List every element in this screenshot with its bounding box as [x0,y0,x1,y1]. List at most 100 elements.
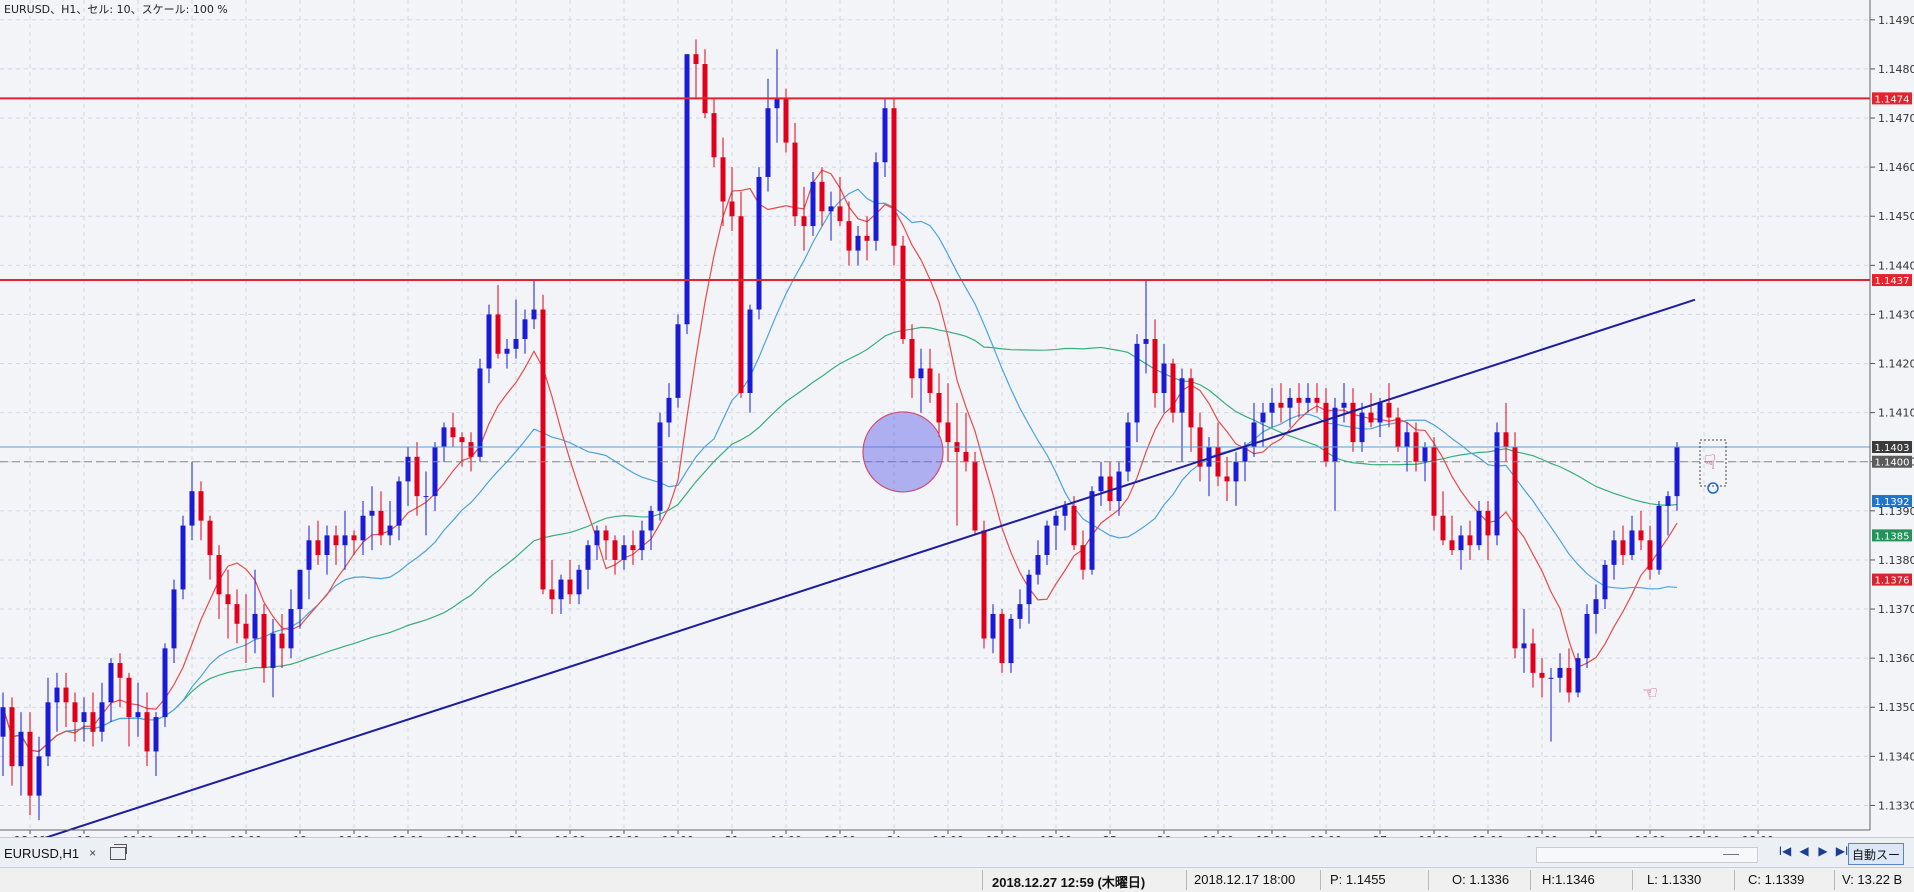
candle-bull [684,54,690,325]
candle-bull [162,648,168,718]
candle-bull [1143,338,1149,344]
candle-bull [135,712,141,718]
candle-bull [288,609,294,649]
chart-tab-bar: EURUSD,H1 × I◀ ◀ ▶ ▶I 自動スー [0,837,1914,868]
candle-bear [243,623,249,639]
y-tick-label: 1.1450 [1878,210,1914,223]
candle-bear [891,108,897,246]
candle-bull [1575,658,1581,693]
candle-bull [1674,447,1680,497]
candle-bear [315,540,321,556]
prev-icon[interactable]: ◀ [1799,844,1809,858]
scroll-thumb[interactable] [1723,854,1739,855]
trend-line [0,298,1696,854]
candle-bull [1476,510,1482,546]
candle-bull [297,569,303,610]
candle-bull [1134,343,1140,423]
candle-bear [819,181,825,212]
sell-hand-icon: ☟ [1704,450,1716,474]
candle-bull [423,496,429,498]
candle-bull [189,491,195,526]
candle-bull [324,535,330,556]
candle-bear [945,422,951,443]
candle-bear [1449,540,1455,551]
y-tick-label: 1.1430 [1878,308,1914,321]
candle-bull [1404,432,1410,448]
status-cursor-time: 2018.12.17 18:00 [1194,872,1296,887]
price-tag-label: 1.1392 [1875,497,1910,508]
candle-bull [360,515,366,541]
candle-bull [1008,618,1014,664]
candle-bull [36,756,42,796]
candle-bear [279,633,285,649]
candle-bull [990,613,996,639]
status-h: H:1.1346 [1542,872,1595,887]
candle-bear [459,437,465,443]
price-tag [1872,495,1912,508]
price-chart[interactable]: 1.1490 1.1480 1.1470 1.1460 1.1450 1.1440 1.14… [0,0,1914,854]
last-icon[interactable]: ▶I [1835,844,1849,858]
candle-bear [225,594,231,605]
candle-bull [882,108,888,163]
candle-bull [855,235,861,251]
candle-bull [576,569,582,595]
candle-bear [1485,510,1491,536]
candle-bull [1089,491,1095,570]
candle-bear [1152,338,1158,393]
chart-area[interactable]: 1.1490 1.1480 1.1470 1.1460 1.1450 1.1440 1.14… [0,0,1914,854]
status-separator [1632,870,1633,890]
candle-bear [1188,378,1194,428]
horizontal-scrollbar[interactable] [1536,847,1758,863]
candle-bull [1017,604,1023,619]
status-separator [1320,870,1321,890]
candle-bear [927,368,933,393]
candle-bull [594,530,600,546]
price-line-tag [1872,274,1912,287]
candle-bull [369,510,375,516]
candle-bull [1035,555,1041,575]
highlight-circle [862,411,944,493]
candle-bull [486,314,492,369]
candle-bear [864,235,870,241]
candle-bull [1044,525,1050,556]
candle-bull [756,176,762,310]
candle-bear [1368,412,1374,423]
next-icon[interactable]: ▶ [1818,844,1828,858]
candle-bear [900,245,906,339]
candle-bear [1512,447,1518,649]
candle-bear [414,456,420,497]
candle-bear [936,392,942,423]
candle-bear [1647,540,1653,570]
candle-bull [1305,397,1311,403]
candle-bull [1179,378,1185,413]
y-tick-label: 1.1330 [1878,799,1914,812]
candle-bear [1431,447,1437,516]
candle-bear [729,201,735,217]
candle-bull [1602,564,1608,600]
candle-bull [1116,471,1122,502]
candle-bull [657,422,663,511]
status-separator [1186,870,1187,890]
y-tick-label: 1.1410 [1878,407,1914,420]
candle-bear [909,338,915,379]
candle-bear [972,461,978,531]
candle-bull [45,702,51,757]
y-tick-label: 1.1370 [1878,603,1914,616]
close-icon[interactable]: × [89,846,97,860]
candle-bull [18,731,24,767]
candle-bull [1062,505,1068,516]
candle-bull [1206,447,1212,467]
candle-bear [117,663,123,678]
window-icon[interactable] [110,843,128,860]
first-icon[interactable]: I◀ [1778,844,1792,858]
chart-tab-label: EURUSD,H1 [4,845,80,861]
chart-tab[interactable]: EURUSD,H1 × [0,842,128,864]
candle-bull [477,368,483,457]
candle-bear [468,442,474,457]
candle-bear [378,510,384,536]
candle-bear [963,451,969,462]
candle-bull [639,530,645,551]
candle-bear [1107,476,1113,502]
autoscroll-button[interactable]: 自動スー [1848,843,1905,865]
candle-bear [261,613,267,668]
